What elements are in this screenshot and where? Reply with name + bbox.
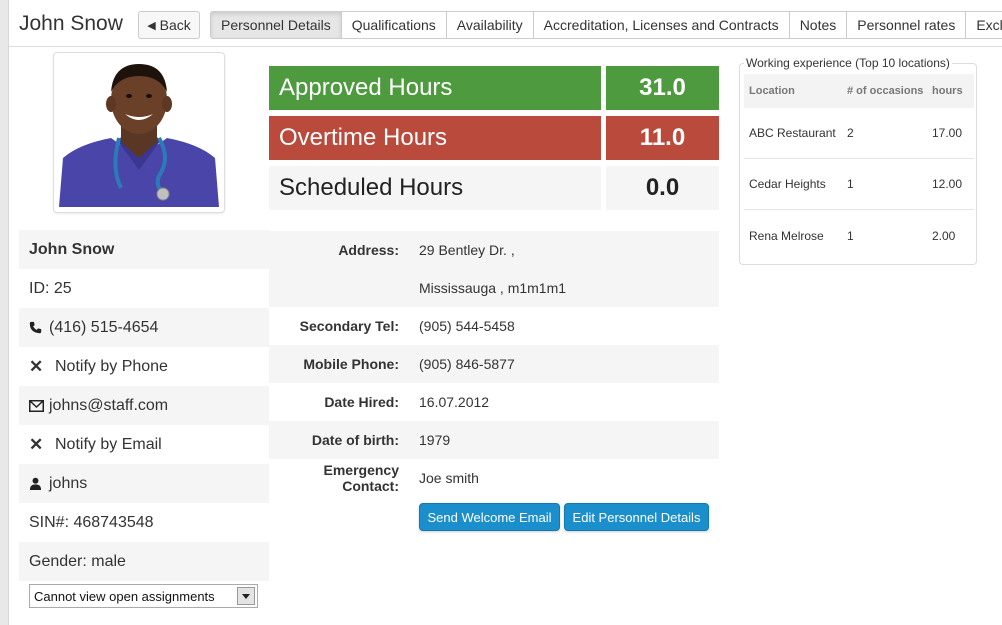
address-line2: Mississauga , m1m1m1 xyxy=(419,280,567,296)
approved-hours-value: 31.0 xyxy=(606,66,719,110)
tab-exclude[interactable]: Exclude xyxy=(965,12,1002,38)
location-cell: ABC Restaurant xyxy=(749,126,836,140)
notify-email-row: ✕ Notify by Email xyxy=(19,425,269,464)
tab-notes[interactable]: Notes xyxy=(788,12,847,38)
person-phone: (416) 515-4654 xyxy=(49,318,159,336)
tab-accreditation[interactable]: Accreditation, Licenses and Contracts xyxy=(532,12,789,38)
column-header-location[interactable]: Location xyxy=(749,85,795,97)
avatar xyxy=(59,58,219,207)
date-hired-label: Date Hired: xyxy=(324,394,399,410)
profile-photo xyxy=(53,52,225,213)
notify-email-label: Notify by Email xyxy=(55,435,162,453)
tab-personnel-rates[interactable]: Personnel rates xyxy=(846,12,966,38)
secondary-tel-row: Secondary Tel: (905) 544-5458 xyxy=(269,307,719,345)
person-id: ID: 25 xyxy=(29,279,72,297)
scheduled-hours-value: 0.0 xyxy=(606,166,719,210)
page-header: John Snow ◀ Back Personnel Details Quali… xyxy=(9,0,1002,47)
overtime-hours-label: Overtime Hours xyxy=(269,116,601,160)
x-icon: ✕ xyxy=(29,434,44,454)
tab-availability[interactable]: Availability xyxy=(445,12,533,38)
address-row-2: Mississauga , m1m1m1 xyxy=(269,269,719,307)
date-of-birth-value: 1979 xyxy=(419,432,451,448)
personnel-details-table: Address: 29 Bentley Dr. , Mississauga , … xyxy=(269,231,719,497)
address-row: Address: 29 Bentley Dr. , xyxy=(269,231,719,269)
back-button[interactable]: ◀ Back xyxy=(138,11,200,39)
scheduled-hours-label: Scheduled Hours xyxy=(269,166,601,210)
notify-phone-row: ✕ Notify by Phone xyxy=(19,347,269,386)
hours-cell: 12.00 xyxy=(932,177,963,191)
person-email-row: johns@staff.com xyxy=(19,386,269,425)
secondary-tel-value: (905) 544-5458 xyxy=(419,318,515,334)
person-email[interactable]: johns@staff.com xyxy=(49,396,169,414)
mobile-phone-row: Mobile Phone: (905) 846-5877 xyxy=(269,345,719,383)
date-hired-row: Date Hired: 16.07.2012 xyxy=(269,383,719,421)
person-phone-row: (416) 515-4654 xyxy=(19,308,269,347)
open-assignments-select[interactable]: Cannot view open assignments xyxy=(29,584,258,608)
envelope-icon xyxy=(29,399,45,412)
table-header: Location # of occasions hours xyxy=(744,74,974,108)
tab-bar: Personnel Details Qualifications Availab… xyxy=(210,11,1002,39)
column-header-hours[interactable]: hours xyxy=(932,85,963,97)
occasions-cell: 2 xyxy=(847,126,854,140)
personnel-info-list: John Snow ID: 25 (416) 515-4654 ✕ Notify… xyxy=(19,230,269,581)
user-icon xyxy=(29,477,45,490)
person-sin: SIN#: 468743548 xyxy=(29,513,154,531)
back-label: Back xyxy=(159,17,191,33)
date-hired-value: 16.07.2012 xyxy=(419,394,490,410)
person-username-row: johns xyxy=(19,464,269,503)
open-assignments-value: Cannot view open assignments xyxy=(34,588,215,604)
working-experience-table: Location # of occasions hours ABC Restau… xyxy=(744,74,974,261)
date-of-birth-row: Date of birth: 1979 xyxy=(269,421,719,459)
mobile-phone-value: (905) 846-5877 xyxy=(419,356,515,372)
tab-personnel-details[interactable]: Personnel Details xyxy=(211,12,341,38)
secondary-tel-label: Secondary Tel: xyxy=(299,318,399,334)
triangle-down-icon[interactable] xyxy=(237,587,255,605)
emergency-contact-label: Emergency Contact: xyxy=(323,462,399,494)
address-line1: 29 Bentley Dr. , xyxy=(419,242,515,258)
person-username: johns xyxy=(49,474,88,492)
approved-hours-label: Approved Hours xyxy=(269,66,601,110)
emergency-contact-row: Emergency Contact: Joe smith xyxy=(269,459,719,497)
person-name: John Snow xyxy=(19,230,269,269)
hours-cell: 17.00 xyxy=(932,126,963,140)
left-edge-rule xyxy=(0,0,9,625)
x-icon: ✕ xyxy=(29,356,44,376)
working-experience-panel: Working experience (Top 10 locations) Lo… xyxy=(739,56,977,265)
address-label: Address: xyxy=(338,242,399,258)
hours-cell: 2.00 xyxy=(932,228,956,243)
occasions-cell: 1 xyxy=(847,228,854,243)
column-header-occasions[interactable]: # of occasions xyxy=(847,85,924,97)
table-row: Cedar Heights 1 12.00 xyxy=(744,159,974,210)
send-welcome-email-button[interactable]: Send Welcome Email xyxy=(419,503,560,531)
overtime-hours-value: 11.0 xyxy=(606,116,719,160)
date-of-birth-label: Date of birth: xyxy=(311,432,399,448)
phone-icon xyxy=(29,321,45,334)
notify-phone-label: Notify by Phone xyxy=(55,357,168,375)
table-row: ABC Restaurant 2 17.00 xyxy=(744,108,974,159)
edit-personnel-details-button[interactable]: Edit Personnel Details xyxy=(564,503,709,531)
working-experience-title: Working experience (Top 10 locations) xyxy=(744,56,952,70)
emergency-contact-value: Joe smith xyxy=(419,470,479,486)
location-cell: Cedar Heights xyxy=(749,177,826,191)
tab-qualifications[interactable]: Qualifications xyxy=(340,12,446,38)
page-title: John Snow xyxy=(19,12,123,35)
table-row: Rena Melrose 1 2.00 xyxy=(744,210,974,261)
occasions-cell: 1 xyxy=(847,177,854,191)
location-cell: Rena Melrose xyxy=(749,228,824,243)
mobile-phone-label: Mobile Phone: xyxy=(303,356,399,372)
person-gender: Gender: male xyxy=(19,542,269,581)
chevron-left-icon: ◀ xyxy=(147,19,156,32)
